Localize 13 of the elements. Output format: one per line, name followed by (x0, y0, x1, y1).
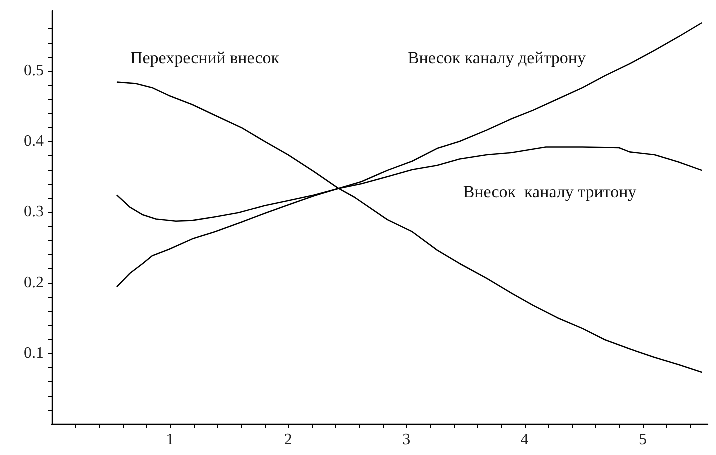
y-tick-label: 0.3 (24, 204, 44, 221)
x-tick-label: 2 (284, 432, 292, 448)
x-tick-label: 4 (520, 432, 529, 448)
y-tick-label: 0.2 (24, 274, 44, 292)
x-tick-label: 1 (166, 432, 174, 448)
x-tick-label: 5 (638, 432, 647, 448)
annotation: Внесок каналу тритону (463, 182, 638, 202)
annotation: Перехресний внесок (130, 48, 280, 68)
y-tick-label: 0.4 (24, 133, 44, 150)
annotation: Внесок каналу дейтрону (408, 48, 587, 68)
x-tick-label: 3 (402, 432, 411, 448)
y-tick-label: 0.1 (24, 344, 44, 362)
y-tick-label: 0.5 (24, 62, 44, 80)
